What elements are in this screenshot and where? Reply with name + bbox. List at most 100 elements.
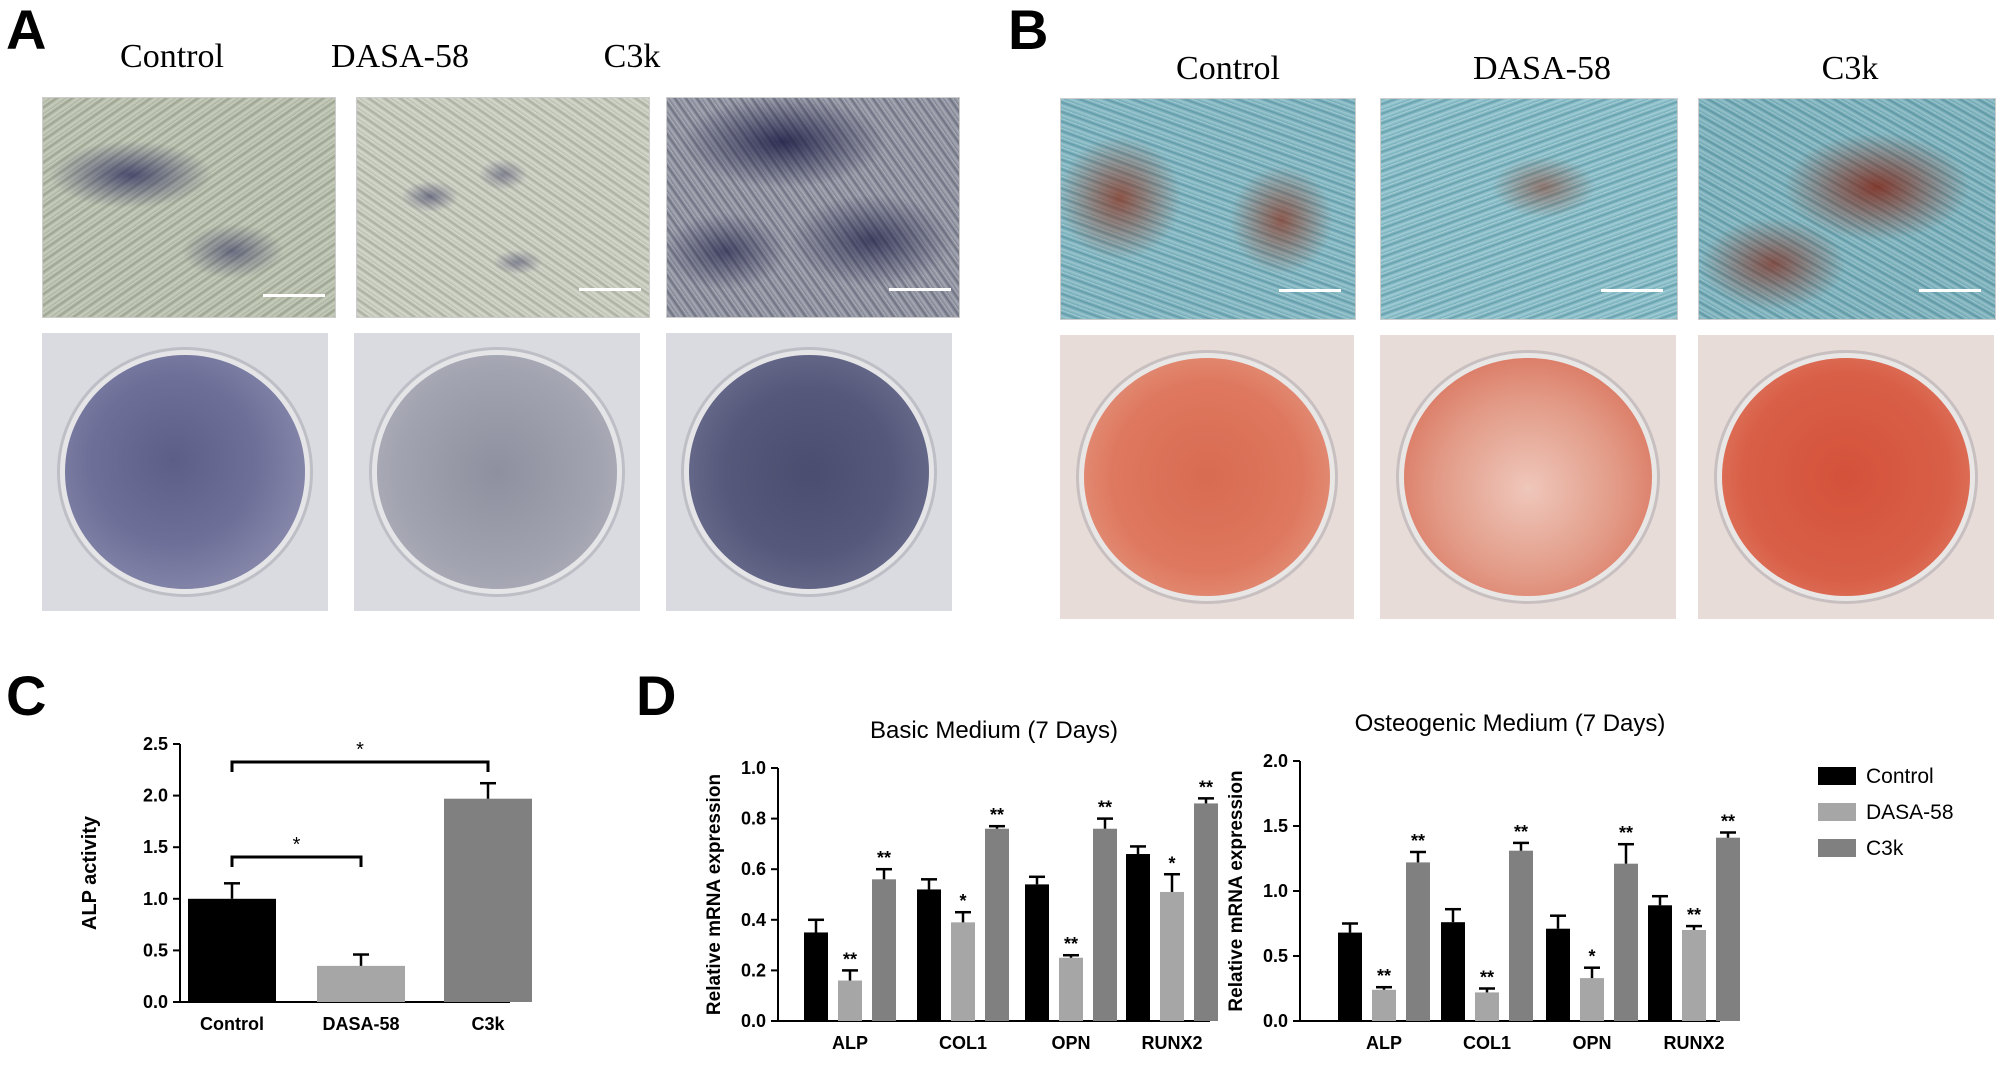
legend-label-c3k: C3k [1866,837,1904,860]
d-basic-bar-opn-c3k [1093,828,1117,1021]
d-basic-x-tick-label: ALP [832,1033,868,1053]
d-basic-title: Basic Medium (7 Days) [870,717,1118,744]
c-significance-bracket [230,760,490,772]
d-basic-y-tick-label: 0.4 [741,910,766,930]
c-significance-label: * [293,834,301,856]
ars-micrograph-dasa58 [1380,98,1678,320]
d-basic-x-tick-label: OPN [1051,1033,1090,1053]
c-bar-dasa-58 [317,965,405,1002]
c-y-tick-label: 2.5 [143,734,168,754]
d-osteo-x-tick-label: OPN [1572,1033,1611,1053]
panel-label-d: D [636,664,677,727]
panel-label-a: A [6,0,47,61]
c-x-tick-label: Control [200,1014,264,1034]
legend-label-dasa-58: DASA-58 [1866,801,1954,824]
c-y-tick-label: 2.0 [143,786,168,806]
d-osteo-bar-opn-c3k [1614,863,1638,1021]
d-osteo-y-axis-label: Relative mRNA expression [1226,770,1247,1011]
d-osteo-bar-runx2-control [1648,905,1672,1021]
c-x-tick-label: C3k [471,1014,505,1034]
d-basic-significance-label: * [959,891,966,911]
d-basic-significance-label: ** [1199,777,1213,797]
legend-swatch-dasa-58 [1818,803,1856,821]
ars-micrograph-c3k [1698,98,1996,320]
d-osteo-bar-col1-dasa-58 [1475,992,1499,1021]
d-basic-bar-col1-dasa-58 [951,922,975,1021]
d-osteo-significance-label: ** [1687,905,1701,925]
d-basic-significance-label: * [1168,853,1175,873]
alp-micrograph-c3k [666,97,960,318]
d-osteo-bar-opn-dasa-58 [1580,978,1604,1021]
d-osteo-bar-runx2-c3k [1716,837,1740,1021]
d-osteo-title: Osteogenic Medium (7 Days) [1355,710,1666,737]
d-osteo-bar-alp-control [1338,932,1362,1021]
d-osteo-significance-label: ** [1721,812,1735,832]
d-osteo-x-tick-label: RUNX2 [1663,1033,1724,1053]
scale-bar [263,294,325,297]
ars-well-control [1060,335,1354,619]
d-osteo-y-tick-label: 0.5 [1263,946,1288,966]
d-osteo-significance-label: ** [1619,823,1633,843]
d-osteo-bar-alp-dasa-58 [1372,989,1396,1021]
d-basic-y-axis-label: Relative mRNA expression [704,774,725,1015]
d-basic-y-tick-label: 0.8 [741,809,766,829]
c-x-tick-label: DASA-58 [322,1014,399,1034]
c-y-tick-label: 0.0 [143,992,168,1012]
d-osteo-bar-runx2-dasa-58 [1682,930,1706,1021]
alp-well-control [42,333,328,611]
c-y-tick-label: 1.5 [143,837,168,857]
panel-label-b: B [1008,0,1049,61]
d-basic-significance-label: ** [1064,934,1078,954]
d-basic-bar-runx2-control [1126,854,1150,1021]
d-basic-y-tick-label: 0.2 [741,960,766,980]
legend-swatch-control [1818,767,1856,785]
scale-bar [889,288,951,291]
d-basic-significance-label: ** [990,805,1004,825]
d-basic-bar-col1-control [917,889,941,1021]
d-osteo-x-tick-label: COL1 [1463,1033,1511,1053]
panel-b-label-c3k: C3k [1821,50,1879,87]
d-basic-y-tick-label: 1.0 [741,758,766,778]
d-osteo-significance-label: ** [1377,966,1391,986]
alp-well-c3k [666,333,952,611]
d-osteo-bar-opn-control [1546,928,1570,1021]
d-basic-bar-alp-control [804,932,828,1021]
scale-bar [1279,289,1341,292]
panel-label-c: C [6,664,47,727]
d-osteo-significance-label: ** [1514,822,1528,842]
ars-well-dasa58 [1380,335,1676,619]
d-osteo-significance-label: * [1588,947,1595,967]
d-basic-bar-runx2-dasa-58 [1160,891,1184,1021]
panel-b-label-dasa58: DASA-58 [1473,50,1611,87]
d-basic-bar-opn-dasa-58 [1059,957,1083,1021]
scale-bar [1919,289,1981,292]
d-basic-significance-label: ** [877,848,891,868]
c-bar-c3k [444,798,532,1002]
alp-micrograph-dasa58 [356,97,650,318]
d-osteo-y-tick-label: 0.0 [1263,1011,1288,1031]
c-y-tick-label: 1.0 [143,889,168,909]
d-osteo-x-tick-label: ALP [1366,1033,1402,1053]
d-osteo-significance-label: ** [1480,968,1494,988]
d-basic-x-tick-label: RUNX2 [1141,1033,1202,1053]
d-osteo-y-tick-label: 1.5 [1263,816,1288,836]
alp-micrograph-control [42,97,336,318]
scale-bar [1601,289,1663,292]
d-basic-bar-runx2-c3k [1194,803,1218,1021]
d-osteo-bar-col1-c3k [1509,850,1533,1021]
c-significance-label: * [356,739,364,761]
d-basic-bar-opn-control [1025,884,1049,1021]
d-basic-bar-alp-c3k [872,879,896,1021]
ars-well-c3k [1698,335,1994,619]
d-basic-bar-alp-dasa-58 [838,980,862,1021]
c-significance-bracket [230,855,363,867]
d-osteo-y-tick-label: 2.0 [1263,751,1288,771]
d-osteo-bar-alp-c3k [1406,862,1430,1021]
d-basic-significance-label: ** [843,949,857,969]
d-basic-x-tick-label: COL1 [939,1033,987,1053]
panel-b-label-control: Control [1176,50,1280,87]
ars-micrograph-control [1060,98,1356,320]
scale-bar [579,288,641,291]
panel-a-label-control: Control [120,38,224,75]
